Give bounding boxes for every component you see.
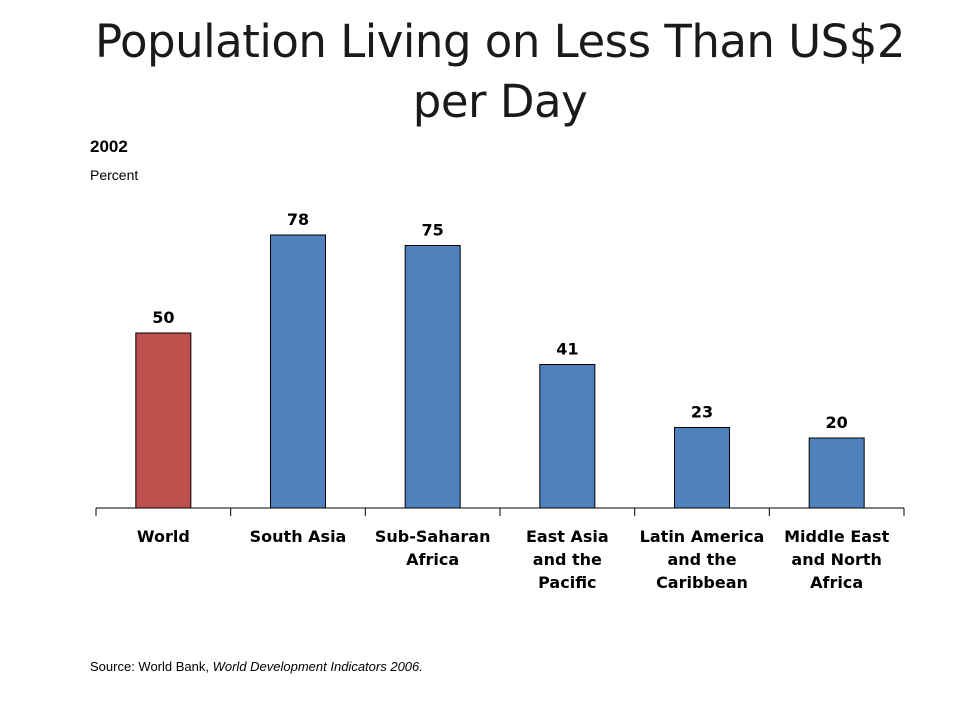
value-label: 23 [691, 403, 713, 422]
slide-title: Population Living on Less Than US$2 per … [94, 15, 906, 128]
source-note: Source: World Bank, World Development In… [90, 659, 423, 674]
category-label: East Asia [526, 527, 609, 546]
bar [404, 245, 461, 509]
category-label: South Asia [250, 527, 347, 546]
category-label: Africa [406, 550, 459, 569]
value-label: 41 [556, 340, 578, 359]
category-label: and the [667, 550, 736, 569]
bar [270, 234, 326, 509]
category-label: Middle East [784, 527, 889, 546]
value-label: 50 [152, 308, 174, 327]
source-publication: World Development Indicators 2006. [212, 659, 423, 674]
year-label: 2002 [90, 137, 128, 156]
category-label: Pacific [538, 573, 596, 592]
value-label: 75 [422, 221, 444, 240]
bar [135, 332, 192, 509]
category-label: and the [533, 550, 602, 569]
value-label: 20 [826, 413, 848, 432]
category-label: World [137, 527, 190, 546]
bar [539, 364, 596, 509]
source-prefix: Source: World Bank, [90, 659, 213, 674]
category-label: Sub-Saharan [375, 527, 491, 546]
bar [808, 437, 865, 509]
category-label: Caribbean [656, 573, 748, 592]
unit-label: Percent [90, 167, 139, 183]
category-label: Africa [810, 573, 863, 592]
category-label: and North [791, 550, 882, 569]
category-label: Latin America [640, 527, 765, 546]
bar [674, 427, 730, 509]
value-label: 78 [287, 210, 309, 229]
